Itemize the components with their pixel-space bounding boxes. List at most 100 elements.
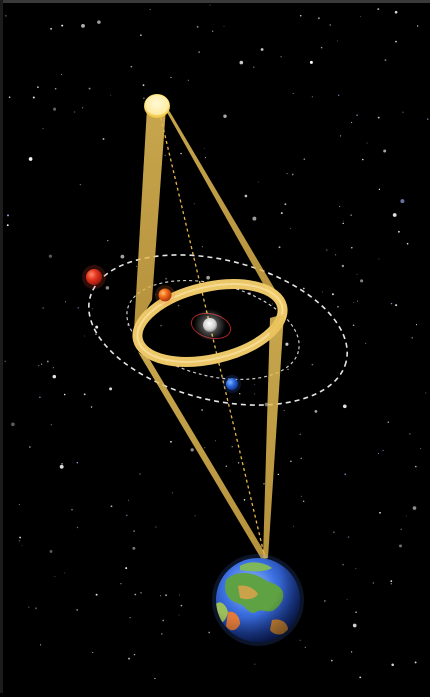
background-star [303, 158, 306, 160]
background-star [155, 294, 157, 296]
background-star [311, 363, 314, 366]
background-star [355, 611, 357, 614]
background-star [338, 205, 341, 208]
background-star [336, 40, 338, 42]
background-star [170, 440, 172, 443]
background-star [347, 536, 350, 538]
background-star [165, 277, 168, 280]
background-star [154, 678, 156, 680]
background-star [128, 499, 129, 501]
background-star [252, 216, 257, 221]
background-star [11, 422, 15, 427]
background-star [350, 214, 353, 217]
background-star [140, 591, 142, 594]
background-star [238, 392, 241, 395]
background-star [362, 158, 364, 161]
background-star [8, 96, 11, 99]
background-star [303, 500, 305, 502]
background-star [110, 94, 112, 96]
background-star [378, 258, 380, 260]
background-star [365, 342, 367, 344]
background-star [28, 157, 33, 161]
background-star [390, 580, 393, 582]
background-star [377, 8, 380, 11]
background-star [379, 511, 381, 514]
background-star [314, 410, 318, 413]
background-star [360, 279, 364, 283]
background-star [333, 531, 335, 533]
background-star [40, 644, 42, 646]
background-star [290, 460, 292, 462]
background-star [346, 598, 348, 600]
background-star [280, 56, 282, 58]
background-star [79, 183, 82, 186]
background-star [366, 142, 368, 144]
background-star [128, 657, 130, 660]
background-star [260, 48, 264, 51]
background-star [149, 8, 151, 11]
background-star [384, 59, 387, 62]
background-star [417, 25, 419, 27]
background-star [331, 293, 334, 296]
background-star [59, 464, 64, 469]
background-star [190, 448, 194, 452]
background-star [320, 46, 323, 49]
planet-red-outer [82, 265, 106, 289]
background-star [54, 576, 56, 578]
background-star [244, 194, 248, 198]
background-star [155, 526, 157, 528]
background-star [49, 549, 53, 553]
background-star [120, 254, 125, 259]
background-star [60, 73, 62, 75]
background-star [105, 286, 110, 290]
background-star [65, 301, 66, 303]
background-star [18, 503, 20, 505]
background-star [359, 16, 361, 17]
background-star [406, 515, 408, 517]
background-star [208, 631, 211, 634]
background-star [178, 594, 180, 596]
background-star [350, 651, 353, 653]
background-star [356, 114, 358, 116]
background-star [337, 305, 339, 308]
background-star [391, 663, 395, 667]
background-star [390, 583, 392, 585]
background-star [91, 308, 93, 310]
background-star [180, 604, 183, 607]
background-star [164, 154, 166, 156]
background-star [414, 661, 417, 664]
background-star [83, 393, 86, 396]
background-star [300, 495, 302, 497]
frame-left-edge [0, 0, 3, 693]
background-star [408, 433, 411, 435]
light-cone-lower [138, 314, 284, 560]
background-star [160, 324, 162, 327]
background-star [194, 515, 196, 517]
background-star [283, 410, 285, 411]
background-star [63, 393, 66, 396]
background-star [6, 224, 9, 227]
background-star [377, 452, 380, 455]
background-star [107, 239, 109, 242]
background-star [253, 393, 255, 395]
background-star [77, 306, 80, 309]
background-star [52, 367, 55, 369]
middle-orbit [126, 279, 300, 381]
background-star [284, 203, 287, 206]
background-star [76, 526, 79, 529]
background-star [203, 147, 205, 149]
background-star [225, 465, 227, 467]
background-star [383, 149, 387, 153]
background-star [50, 27, 53, 30]
background-star [61, 24, 64, 27]
background-star [285, 342, 289, 346]
background-star [402, 111, 404, 113]
background-star [293, 525, 295, 527]
background-star [4, 360, 6, 362]
background-star [302, 287, 305, 290]
background-star [254, 383, 256, 385]
background-star [340, 135, 342, 137]
background-star [61, 462, 64, 465]
background-star [382, 449, 384, 451]
background-star [355, 568, 357, 570]
